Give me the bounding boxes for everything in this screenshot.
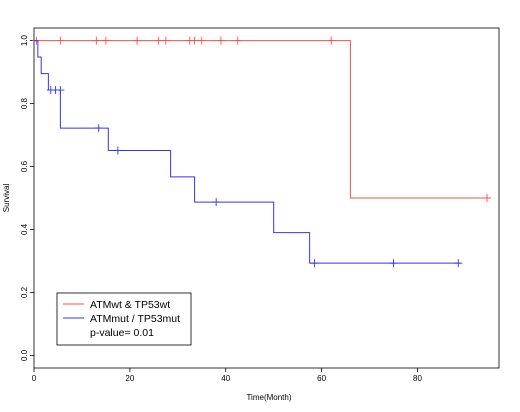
x-tick-label-1: 20 (125, 374, 134, 383)
censor-mark-2-4 (113, 146, 122, 155)
censor-mark-1-2 (92, 36, 101, 45)
legend-label-series-2: ATMmut / TP53mut (90, 313, 180, 325)
censor-mark-1-10 (216, 36, 225, 45)
censor-mark-1-9 (197, 36, 206, 45)
y-tick-label-4: 0.8 (20, 97, 29, 109)
x-tick-label-2: 40 (221, 374, 230, 383)
y-tick-label-1: 0.2 (20, 286, 29, 298)
y-axis: 0.0 0.2 0.4 0.6 0.8 1.0 (20, 34, 34, 361)
series-layer (32, 36, 492, 268)
censor-mark-1-1 (56, 36, 65, 45)
y-tick-label-2: 0.4 (20, 223, 29, 235)
censor-mark-1-12 (327, 36, 336, 45)
censor-mark-2-3 (94, 124, 103, 133)
y-axis-title: Survival (2, 184, 11, 213)
censor-mark-1-13 (483, 194, 492, 202)
x-tick-label-4: 80 (413, 374, 422, 383)
censor-mark-2-6 (310, 259, 319, 268)
censor-mark-2-8 (454, 259, 463, 268)
x-tick-label-0: 0 (32, 374, 37, 383)
y-tick-label-0: 0.0 (20, 349, 29, 361)
censor-mark-2-5 (212, 198, 221, 207)
p-value-label: p-value= 0.01 (90, 327, 154, 339)
censor-mark-1-11 (233, 36, 242, 45)
series-line-2 (34, 40, 461, 264)
censor-mark-2-7 (389, 259, 398, 268)
y-tick-label-5: 1.0 (20, 34, 29, 46)
censor-mark-1-5 (154, 36, 163, 45)
censor-mark-1-6 (161, 36, 170, 45)
x-axis: 0 20 40 60 80 (32, 368, 423, 383)
y-tick-label-3: 0.6 (20, 160, 29, 172)
censor-mark-1-8 (190, 36, 199, 45)
censor-mark-1-3 (101, 36, 110, 45)
legend: ATMwt & TP53wt ATMmut / TP53mut p-value=… (56, 292, 192, 346)
censor-mark-2-2 (56, 86, 65, 95)
x-tick-label-3: 60 (317, 374, 326, 383)
legend-label-series-1: ATMwt & TP53wt (90, 299, 170, 311)
x-axis-title: Time(Month) (246, 393, 291, 402)
legend-box (56, 292, 192, 346)
censor-mark-1-4 (133, 36, 142, 45)
plot-frame (33, 27, 500, 369)
